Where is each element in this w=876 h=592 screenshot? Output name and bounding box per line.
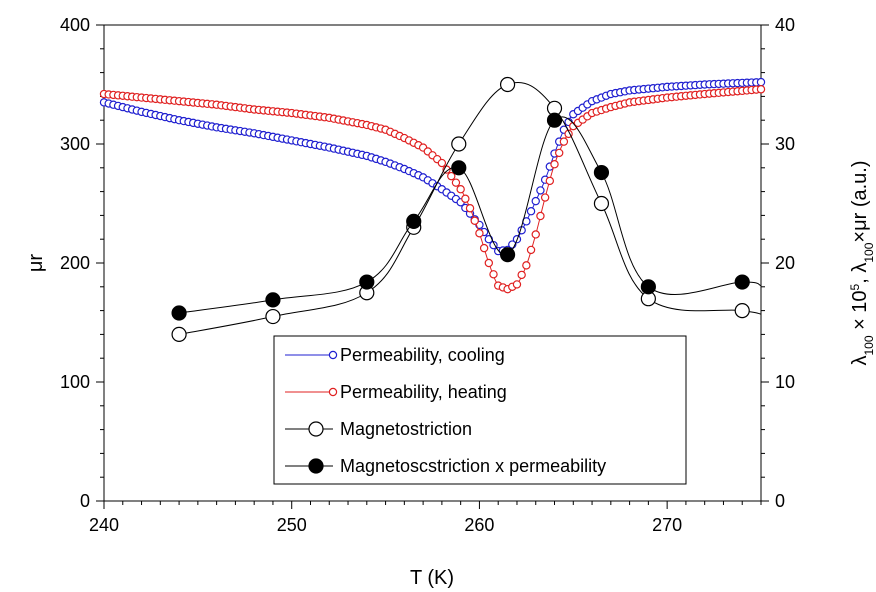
series-line bbox=[103, 81, 762, 253]
data-point bbox=[546, 112, 563, 128]
data-point bbox=[465, 204, 475, 213]
legend-box bbox=[273, 335, 687, 485]
data-point bbox=[359, 274, 375, 290]
data-point bbox=[555, 148, 564, 158]
y-left-tick-label: 400 bbox=[60, 15, 90, 35]
y-right-tick-label: 30 bbox=[775, 134, 795, 154]
data-point bbox=[265, 292, 281, 308]
right-axis-title-part: 5 bbox=[848, 283, 862, 290]
y-left-tick-label: 200 bbox=[60, 253, 90, 273]
legend-item: Magnetostriction bbox=[285, 419, 472, 439]
legend-item: Permeability, heating bbox=[285, 382, 507, 402]
data-point bbox=[526, 245, 536, 255]
data-point bbox=[461, 194, 470, 203]
right-axis-title-part: λ bbox=[849, 356, 871, 366]
data-point bbox=[484, 258, 494, 268]
axis-ticks bbox=[96, 24, 769, 509]
y-right-tick-label: 0 bbox=[775, 491, 785, 511]
data-point bbox=[531, 196, 540, 206]
legend-label: Permeability, heating bbox=[340, 382, 507, 402]
data-point bbox=[559, 137, 569, 146]
right-axis-title: λ100 × 105, λ100×μr (a.u.) bbox=[848, 160, 876, 365]
legend-marker bbox=[308, 421, 324, 437]
right-axis-title-part: × 10 bbox=[849, 290, 871, 335]
data-point bbox=[265, 308, 281, 325]
legend: Permeability, cooling Permeability, heati… bbox=[273, 335, 687, 485]
legend-label: Permeability, cooling bbox=[340, 345, 505, 365]
data-point bbox=[447, 171, 456, 181]
x-tick-label: 250 bbox=[277, 515, 307, 535]
data-point bbox=[640, 279, 656, 295]
data-point bbox=[489, 270, 498, 279]
data-point bbox=[734, 274, 750, 290]
data-point bbox=[437, 158, 447, 168]
right-axis-title-part: , λ bbox=[849, 263, 871, 284]
legend-marker bbox=[328, 350, 338, 360]
x-tick-label: 240 bbox=[89, 515, 119, 535]
legend-label: Magnetoscstriction x permeability bbox=[340, 456, 606, 476]
legend-marker bbox=[308, 458, 324, 474]
series-0 bbox=[99, 77, 766, 256]
data-point bbox=[517, 270, 526, 280]
data-point bbox=[406, 213, 422, 229]
data-point bbox=[550, 160, 559, 169]
y-right-tick-label: 40 bbox=[775, 15, 795, 35]
left-axis-title: μr bbox=[25, 254, 47, 273]
data-point bbox=[526, 207, 536, 216]
data-point bbox=[531, 230, 540, 239]
data-point bbox=[499, 247, 516, 263]
data-point bbox=[456, 185, 465, 194]
x-axis-title: T (K) bbox=[410, 567, 454, 589]
tick-labels: 240 250 260 270 0 100 200 300 400 0 10 20 30 40 bbox=[60, 15, 795, 535]
data-point bbox=[451, 178, 461, 187]
data-point bbox=[540, 193, 550, 202]
data-point bbox=[536, 186, 545, 195]
legend-item: Magnetoscstriction x permeability bbox=[285, 456, 606, 476]
data-point bbox=[593, 195, 610, 212]
data-point bbox=[451, 160, 467, 176]
series-1 bbox=[99, 85, 766, 294]
right-axis-title-part: 100 bbox=[862, 242, 876, 262]
x-tick-label: 260 bbox=[464, 515, 494, 535]
data-point bbox=[756, 77, 766, 87]
data-point bbox=[522, 261, 531, 270]
y-left-tick-label: 0 bbox=[80, 491, 90, 511]
series-line bbox=[103, 88, 762, 290]
data-point bbox=[171, 326, 187, 342]
y-right-tick-label: 10 bbox=[775, 372, 795, 392]
y-left-tick-label: 300 bbox=[60, 134, 90, 154]
series-layer bbox=[99, 76, 766, 342]
series-2 bbox=[171, 76, 762, 342]
data-point bbox=[734, 303, 750, 319]
data-point bbox=[451, 136, 467, 152]
data-point bbox=[171, 305, 187, 321]
x-tick-label: 270 bbox=[652, 515, 682, 535]
data-point bbox=[475, 229, 484, 238]
data-point bbox=[545, 176, 555, 186]
data-point bbox=[536, 211, 545, 221]
data-point bbox=[756, 85, 766, 94]
legend-marker bbox=[328, 387, 338, 397]
data-point bbox=[470, 216, 479, 225]
y-right-tick-label: 20 bbox=[775, 253, 795, 273]
data-point bbox=[479, 243, 489, 253]
data-point bbox=[593, 164, 610, 181]
data-point bbox=[512, 280, 522, 289]
right-axis-title-part: ×μr (a.u.) bbox=[849, 160, 871, 242]
right-axis-title-part: 100 bbox=[862, 335, 876, 355]
series-3 bbox=[171, 112, 762, 321]
legend-label: Magnetostriction bbox=[340, 419, 472, 439]
y-left-tick-label: 100 bbox=[60, 372, 90, 392]
legend-item: Permeability, cooling bbox=[285, 345, 505, 365]
data-point bbox=[499, 76, 516, 93]
